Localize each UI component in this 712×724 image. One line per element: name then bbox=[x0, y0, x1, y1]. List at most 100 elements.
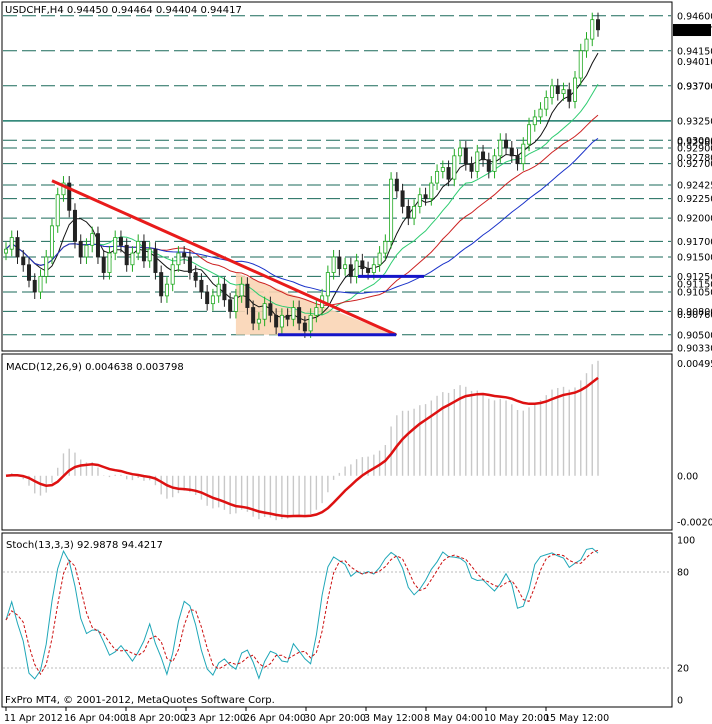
candle-body bbox=[297, 307, 302, 324]
candle-body bbox=[182, 252, 187, 258]
candle-body bbox=[377, 252, 382, 266]
candle-body bbox=[274, 314, 279, 328]
macd-panel[interactable] bbox=[1, 353, 673, 531]
candle-body bbox=[210, 295, 215, 305]
candle-body bbox=[354, 260, 359, 277]
x-axis-label: 18 Apr 20:00 bbox=[124, 713, 186, 724]
candle-body bbox=[440, 167, 445, 172]
stoch-panel[interactable] bbox=[1, 532, 673, 708]
macd-tick-label: 0.00 bbox=[677, 471, 698, 482]
stoch-tick-label: 80 bbox=[677, 568, 689, 579]
macd-label: MACD(12,26,9) 0.004638 0.003798 bbox=[6, 362, 184, 373]
symbol-header: USDCHF,H4 0.94450 0.94464 0.94404 0.9441… bbox=[5, 5, 242, 16]
stoch-main-line bbox=[5, 547, 599, 680]
candle-body bbox=[164, 283, 169, 297]
candle-body bbox=[193, 272, 198, 281]
candle-body bbox=[348, 264, 353, 277]
candle-body bbox=[423, 194, 428, 200]
candle-body bbox=[95, 233, 100, 258]
candle-body bbox=[285, 314, 290, 320]
candle-body bbox=[245, 283, 250, 308]
candle-body bbox=[371, 264, 376, 273]
candle-body bbox=[136, 241, 141, 254]
candle-body bbox=[84, 244, 89, 258]
candle-body bbox=[113, 237, 118, 254]
candle-body bbox=[550, 85, 555, 98]
candle-body bbox=[107, 252, 112, 273]
candle-body bbox=[61, 182, 66, 196]
x-axis-label: 16 Apr 04:00 bbox=[64, 713, 126, 724]
candle-body bbox=[15, 237, 20, 258]
candle-body bbox=[481, 151, 486, 161]
candle-body bbox=[130, 252, 135, 266]
candle-body bbox=[72, 209, 77, 242]
candle-body bbox=[124, 244, 129, 266]
candle-body bbox=[222, 283, 227, 301]
candle-body bbox=[302, 322, 307, 332]
candle-body bbox=[55, 194, 60, 227]
macd-tick-label: 0.00495 bbox=[677, 359, 712, 370]
price-panel[interactable] bbox=[1, 1, 673, 352]
candle-body bbox=[561, 89, 566, 94]
red-trendline bbox=[51, 179, 397, 337]
price-level-label: 0.92425 bbox=[677, 181, 712, 192]
candle-body bbox=[544, 97, 549, 110]
stoch-tick-label: 20 bbox=[677, 664, 689, 675]
x-axis-label: 15 May 12:00 bbox=[544, 713, 609, 724]
candle-body bbox=[446, 167, 451, 180]
candle-body bbox=[360, 260, 365, 270]
candle-body bbox=[492, 155, 497, 172]
candle-body bbox=[325, 272, 330, 297]
candle-body bbox=[584, 38, 589, 52]
candle-body bbox=[239, 283, 244, 297]
candle-body bbox=[429, 182, 434, 200]
macd-tick-label: -0.00203 bbox=[677, 517, 712, 528]
candle-body bbox=[383, 241, 388, 254]
candle-body bbox=[590, 19, 595, 40]
candle-body bbox=[475, 151, 480, 172]
x-axis-label: 26 Apr 04:00 bbox=[244, 713, 306, 724]
candle-body bbox=[90, 233, 95, 246]
candle-body bbox=[435, 170, 440, 184]
candle-body bbox=[256, 318, 261, 324]
macd-signal-line bbox=[5, 376, 599, 518]
current-price-label: 0.94417 bbox=[677, 26, 712, 37]
candle-body bbox=[567, 89, 572, 102]
candle-body bbox=[389, 178, 394, 242]
candle-body bbox=[578, 50, 583, 79]
candle-body bbox=[555, 85, 560, 94]
candle-body bbox=[21, 256, 26, 266]
candle-body bbox=[4, 248, 9, 254]
candle-body bbox=[406, 205, 411, 219]
candle-body bbox=[49, 225, 54, 258]
candle-body bbox=[509, 147, 514, 157]
candle-body bbox=[32, 279, 37, 293]
candle-body bbox=[251, 307, 256, 324]
candle-body bbox=[343, 264, 348, 270]
candle-body bbox=[417, 194, 422, 207]
candle-body bbox=[469, 163, 474, 172]
candle-body bbox=[337, 256, 342, 270]
x-axis-label: 30 Apr 20:00 bbox=[304, 713, 366, 724]
candle-body bbox=[199, 279, 204, 293]
candle-body bbox=[262, 303, 267, 320]
copyright-text: FxPro MT4, © 2001-2012, MetaQuotes Softw… bbox=[5, 695, 275, 706]
candle-body bbox=[228, 299, 233, 312]
candle-body bbox=[279, 314, 284, 328]
candle-body bbox=[141, 241, 146, 262]
candle-body bbox=[176, 252, 181, 266]
